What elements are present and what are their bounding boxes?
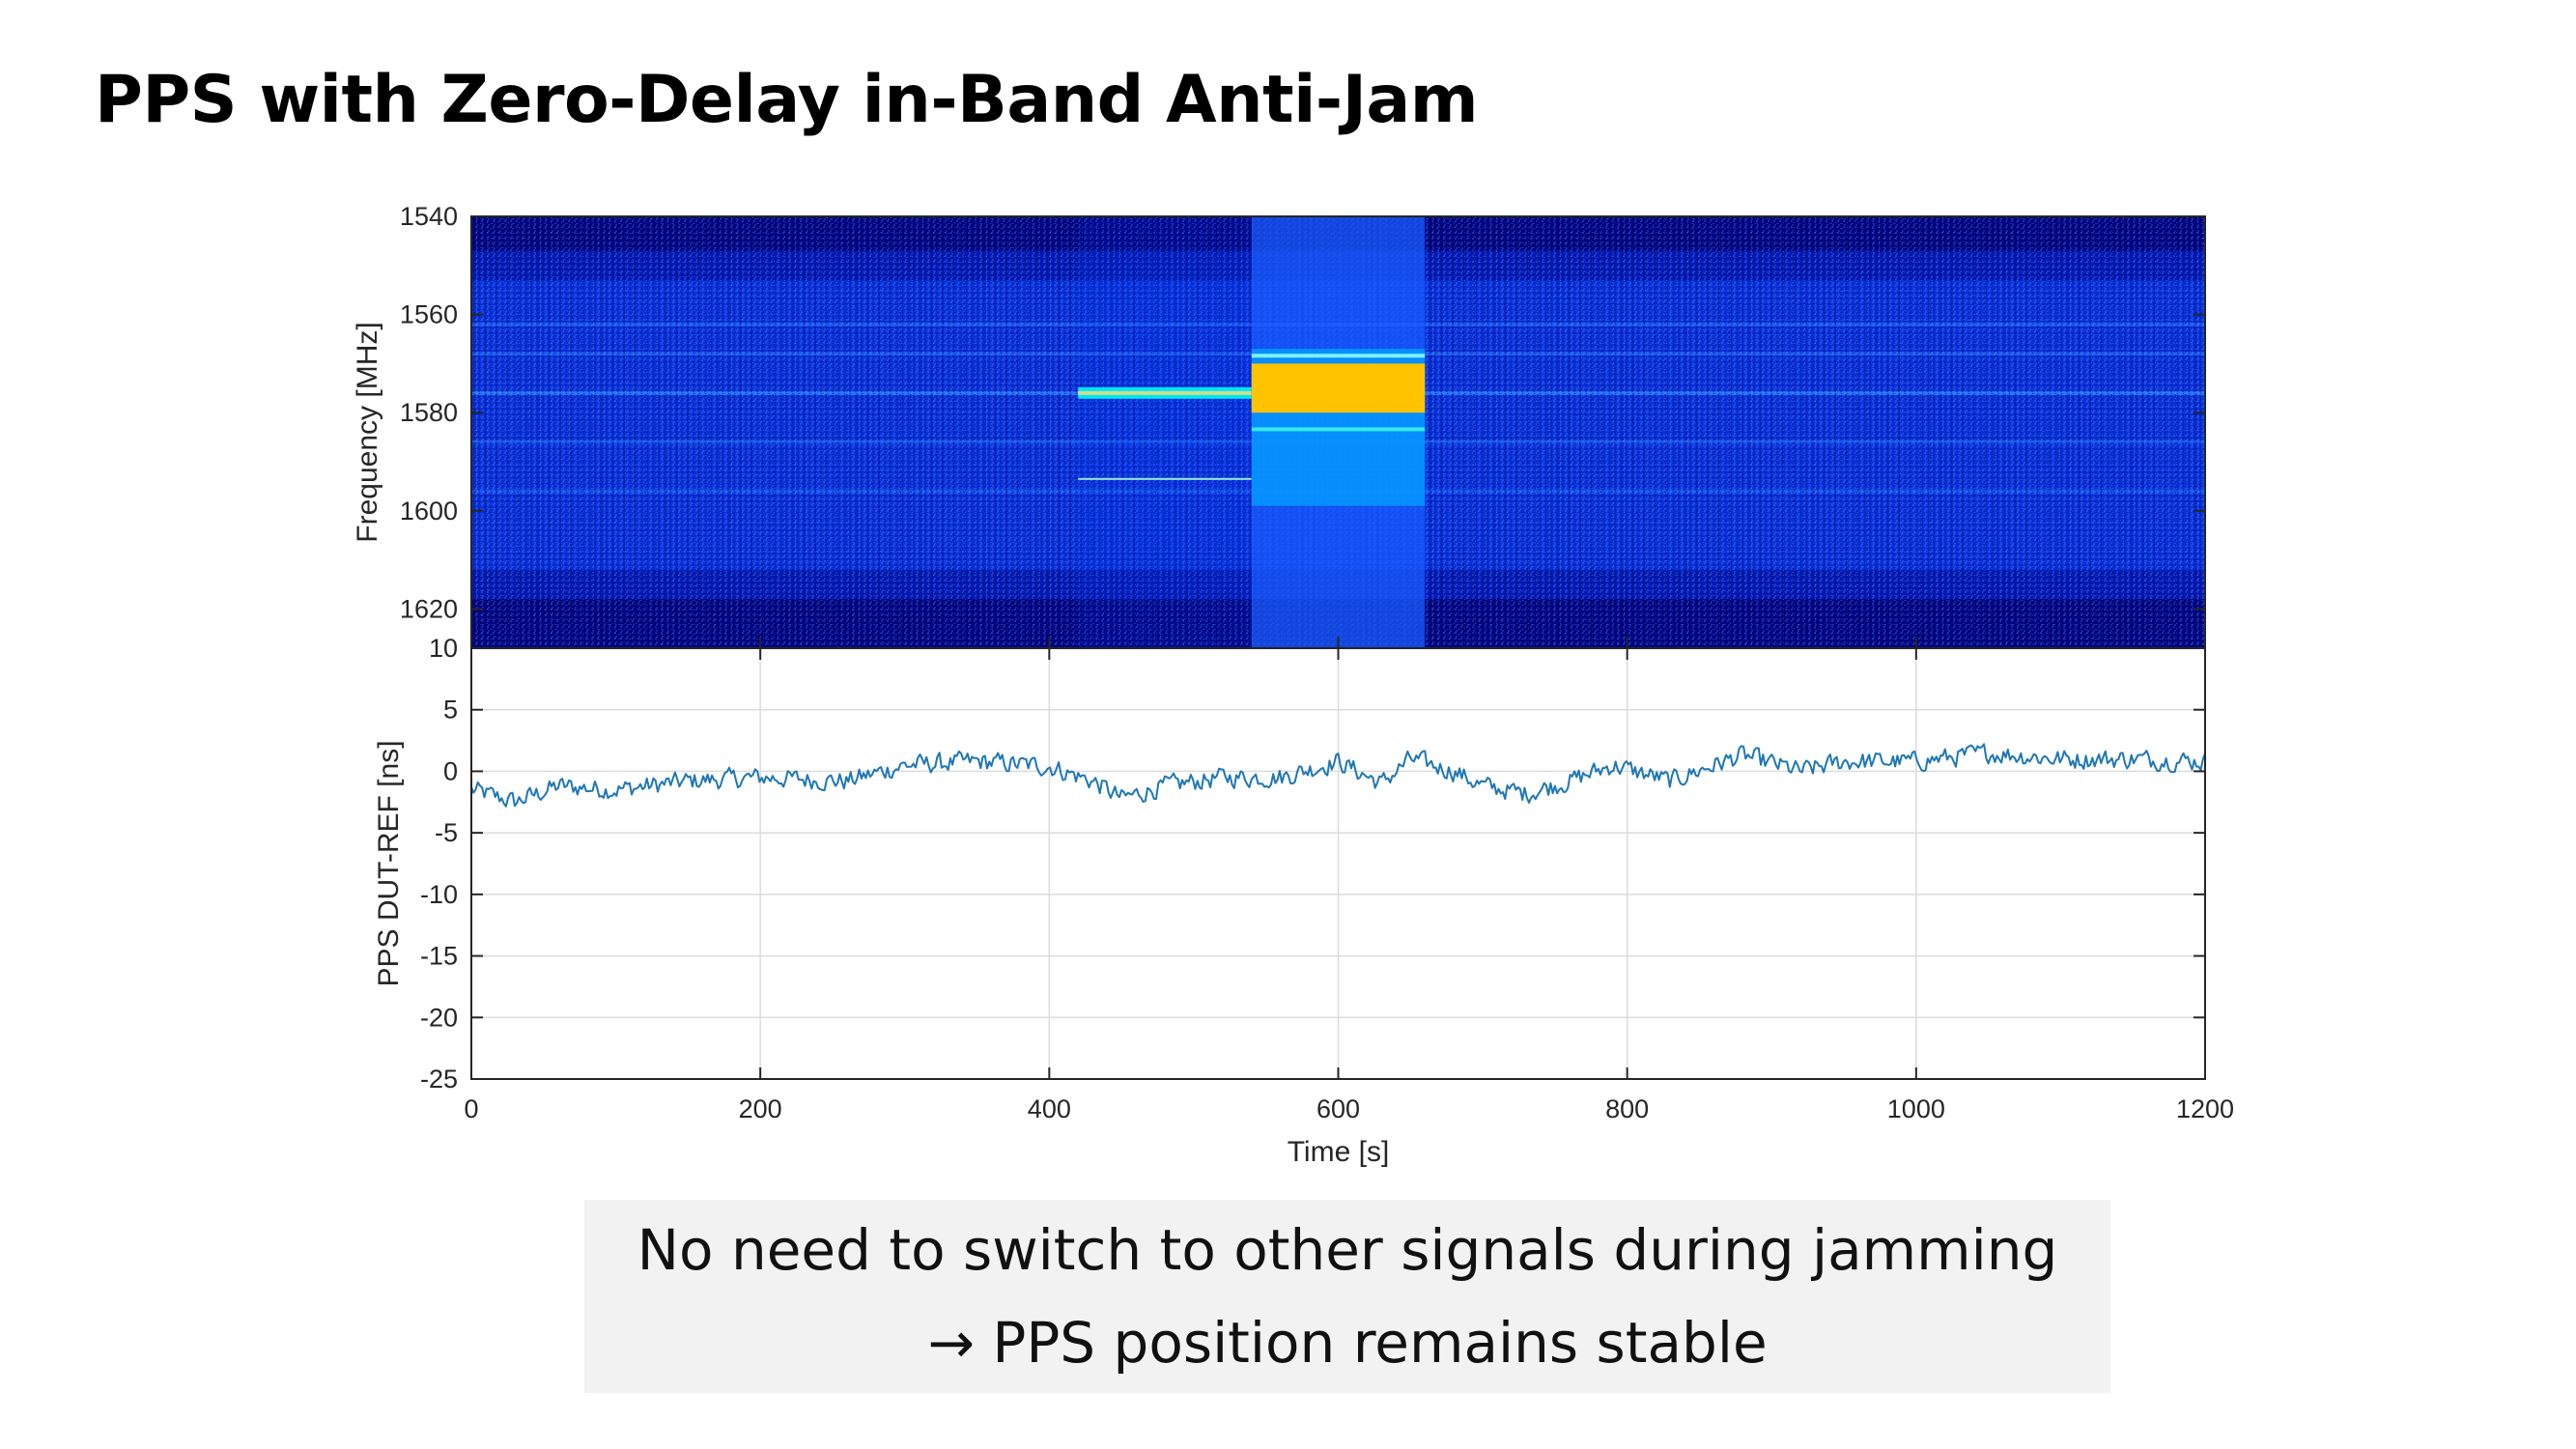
jam-narrowband-core <box>1078 390 1252 395</box>
spectrogram-ylabel: Frequency [MHz] <box>352 322 383 542</box>
spectrogram-ytick-label: 1580 <box>400 398 458 427</box>
jam-wideband-edge <box>1251 427 1426 432</box>
spectrogram-ytick-label: 1600 <box>400 497 458 526</box>
pps-xtick-label: 200 <box>739 1094 782 1123</box>
pps-series-line <box>471 743 2205 808</box>
pps-ytick-label: -5 <box>435 818 458 847</box>
pps-ylabel: PPS DUT-REF [ns] <box>373 740 405 986</box>
pps-xtick-label: 400 <box>1028 1094 1071 1123</box>
pps-xlabel: Time [s] <box>1288 1136 1390 1168</box>
pps-xtick-label: 0 <box>464 1094 478 1123</box>
spectrogram-panel <box>471 216 2205 648</box>
pps-xtick-label: 1200 <box>2176 1094 2234 1123</box>
caption-line-1: No need to switch to other signals durin… <box>637 1217 2058 1283</box>
pps-xtick-label: 600 <box>1316 1094 1360 1123</box>
pps-ytick-label: -20 <box>420 1003 458 1032</box>
jam-narrowband-region <box>1078 216 1252 648</box>
spectrogram-ytick-label: 1540 <box>400 202 458 231</box>
pps-xtick-label: 1000 <box>1887 1094 1945 1123</box>
pps-ytick-label: 10 <box>429 634 458 663</box>
pps-ytick-label: -25 <box>420 1065 458 1094</box>
pps-ytick-label: 0 <box>443 756 458 785</box>
spectrogram-ytick-label: 1560 <box>400 300 458 329</box>
pps-ytick-label: 5 <box>443 696 458 724</box>
pps-ytick-label: -15 <box>420 942 458 971</box>
slide-title: PPS with Zero-Delay in-Band Anti-Jam <box>95 62 1479 138</box>
pps-ytick-label: -10 <box>420 880 458 909</box>
pps-panel: 0 200 400 600 800 1000 1200 10 5 0 -5 -10 -15 -20 -25 T… <box>373 634 2234 1168</box>
jam-wideband-band <box>1251 363 1426 413</box>
pps-xtick-label: 800 <box>1605 1094 1649 1123</box>
spectrogram-ytick-label: 1620 <box>400 594 458 623</box>
jam-narrowband-spur <box>1078 477 1252 480</box>
caption-line-2: → PPS position remains stable <box>927 1310 1768 1376</box>
caption-box: No need to switch to other signals durin… <box>584 1200 2110 1393</box>
jam-wideband-top-edge <box>1251 354 1426 358</box>
